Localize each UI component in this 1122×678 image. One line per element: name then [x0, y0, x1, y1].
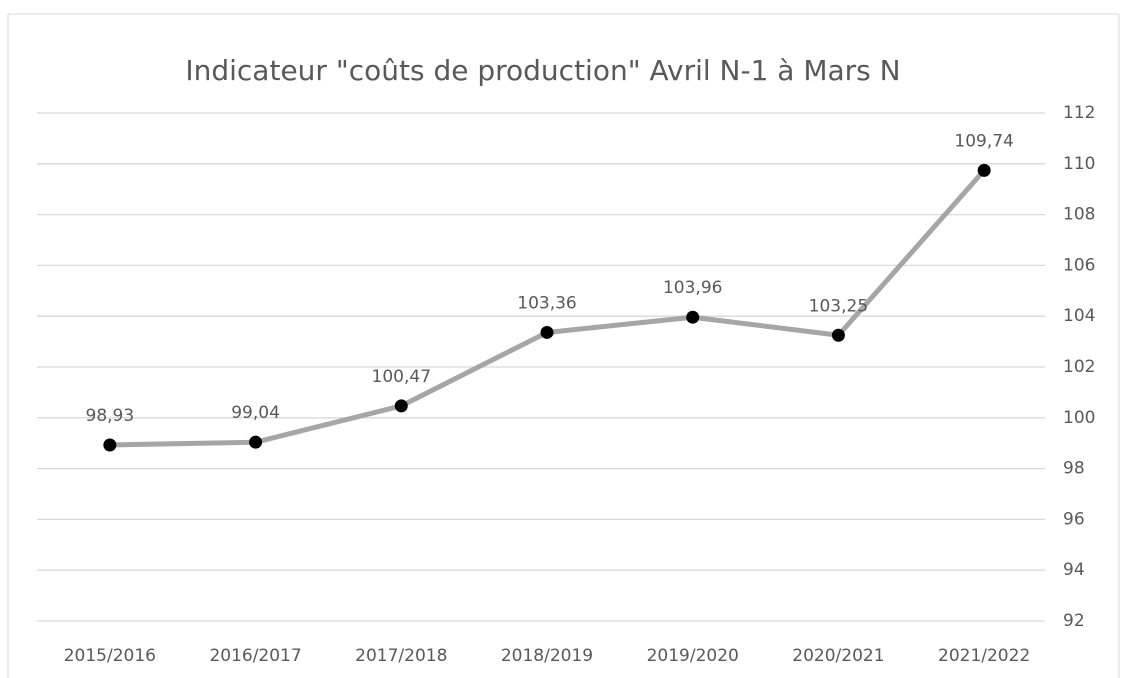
y-tick-label: 112	[1063, 103, 1095, 123]
y-tick-label: 94	[1063, 560, 1085, 580]
data-marker	[831, 328, 845, 342]
y-tick-label: 98	[1063, 459, 1085, 479]
data-label: 99,04	[231, 403, 280, 423]
x-tick-label: 2021/2022	[938, 646, 1030, 666]
chart-title: Indicateur "coûts de production" Avril N…	[185, 54, 900, 87]
data-label: 103,96	[663, 278, 722, 298]
data-label: 103,25	[809, 296, 868, 316]
y-tick-label: 96	[1063, 509, 1085, 529]
y-tick-label: 104	[1063, 306, 1095, 326]
data-label: 100,47	[372, 367, 431, 387]
data-marker	[540, 325, 554, 339]
y-tick-label: 92	[1063, 611, 1085, 631]
x-tick-label: 2016/2017	[209, 646, 301, 666]
y-tick-label: 108	[1063, 205, 1095, 225]
y-tick-label: 100	[1063, 408, 1095, 428]
y-tick-label: 110	[1063, 154, 1095, 174]
data-label: 109,74	[954, 131, 1013, 151]
data-label: 103,36	[517, 293, 576, 313]
y-tick-label: 106	[1063, 255, 1095, 275]
x-tick-label: 2019/2020	[647, 646, 739, 666]
x-tick-label: 2018/2019	[501, 646, 593, 666]
x-tick-label: 2017/2018	[355, 646, 447, 666]
chart-border	[7, 13, 1120, 678]
x-tick-label: 2015/2016	[64, 646, 156, 666]
data-marker	[103, 438, 117, 452]
data-marker	[249, 435, 263, 449]
data-marker	[394, 399, 408, 413]
data-marker	[686, 310, 700, 324]
data-label: 98,93	[86, 406, 135, 426]
data-marker	[977, 163, 991, 177]
y-tick-label: 102	[1063, 357, 1095, 377]
x-tick-label: 2020/2021	[792, 646, 884, 666]
